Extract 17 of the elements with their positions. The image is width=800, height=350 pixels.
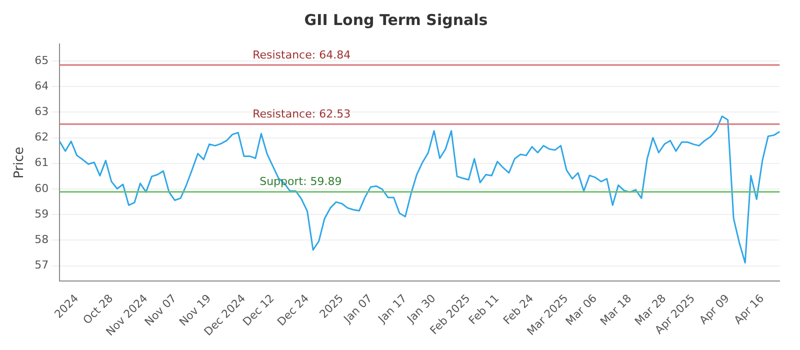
y-tick-label: 65: [34, 54, 49, 67]
x-tick-label: Dec 24: [274, 292, 312, 328]
y-tick-label: 61: [34, 156, 49, 170]
y-tick-label: 62: [34, 130, 49, 144]
x-tick-label: Apr 16: [732, 292, 767, 327]
y-tick-label: 59: [34, 207, 49, 220]
x-tick-label: Mar 18: [598, 292, 634, 328]
y-axis-title: Price: [12, 146, 28, 178]
ref-line-label: Resistance: 62.53: [252, 108, 351, 121]
y-tick-label: 63: [34, 105, 49, 118]
x-tick-label: Apr 09: [696, 292, 732, 327]
ref-line-label: Resistance: 64.84: [252, 48, 351, 62]
y-tick-label: 64: [34, 79, 49, 92]
y-tick-label: 58: [34, 233, 49, 246]
y-tick-label: 57: [34, 258, 49, 272]
chart-title: GII Long Term Signals: [304, 10, 488, 29]
y-tick-label: 60: [34, 182, 49, 195]
